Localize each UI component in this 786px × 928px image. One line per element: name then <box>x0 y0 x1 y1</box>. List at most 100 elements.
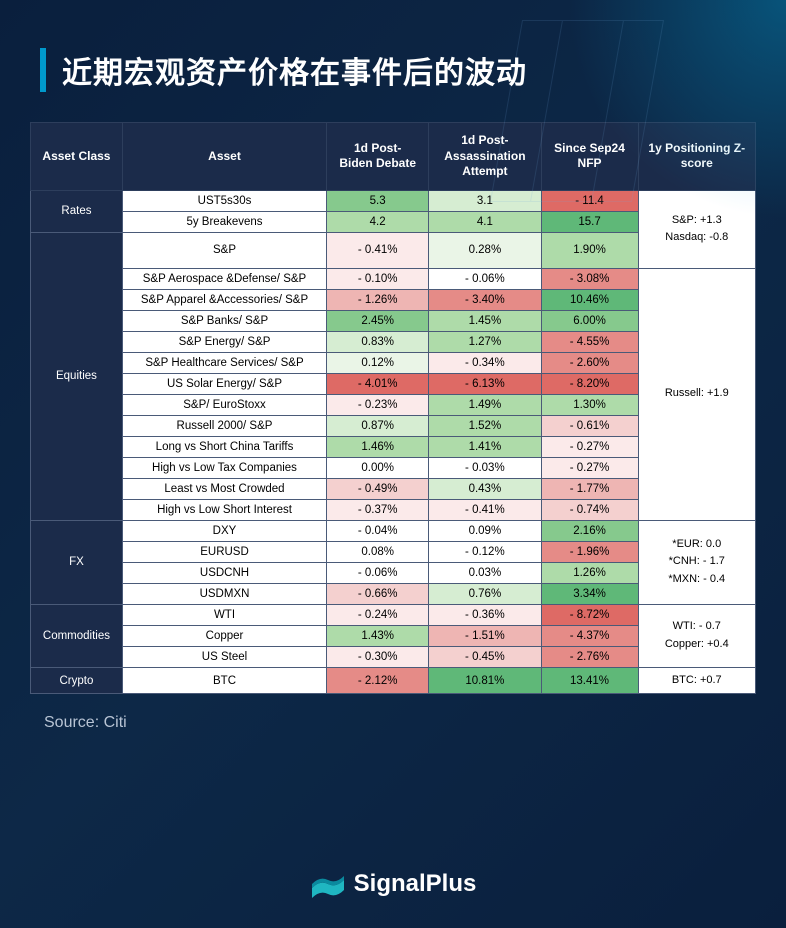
value-cell: - 0.06% <box>327 562 429 583</box>
value-cell: 0.09% <box>429 520 541 541</box>
asset-name-cell: S&P Banks/ S&P <box>122 310 326 331</box>
value-cell: - 0.10% <box>327 268 429 289</box>
value-cell: - 0.61% <box>541 415 638 436</box>
value-cell: - 0.03% <box>429 457 541 478</box>
asset-name-cell: S&P Aerospace &Defense/ S&P <box>122 268 326 289</box>
value-cell: - 0.27% <box>541 436 638 457</box>
asset-name-cell: S&P <box>122 232 326 268</box>
value-cell: - 0.06% <box>429 268 541 289</box>
asset-name-cell: Russell 2000/ S&P <box>122 415 326 436</box>
value-cell: - 0.04% <box>327 520 429 541</box>
value-cell: - 0.23% <box>327 394 429 415</box>
value-cell: 0.76% <box>429 583 541 604</box>
asset-name-cell: Least vs Most Crowded <box>122 478 326 499</box>
value-cell: - 0.30% <box>327 646 429 667</box>
value-cell: - 4.37% <box>541 625 638 646</box>
source-label: Source: Citi <box>44 714 786 732</box>
title-section: 近期宏观资产价格在事件后的波动 <box>0 0 786 112</box>
zscore-cell: BTC: +0.7 <box>638 667 755 694</box>
value-cell: 1.52% <box>429 415 541 436</box>
title-bar: 近期宏观资产价格在事件后的波动 <box>40 48 746 92</box>
value-cell: - 1.77% <box>541 478 638 499</box>
asset-name-cell: USDCNH <box>122 562 326 583</box>
value-cell: - 0.12% <box>429 541 541 562</box>
value-cell: - 0.66% <box>327 583 429 604</box>
asset-name-cell: Long vs Short China Tariffs <box>122 436 326 457</box>
table-row: S&P Aerospace &Defense/ S&P- 0.10%- 0.06… <box>31 268 756 289</box>
value-cell: 0.00% <box>327 457 429 478</box>
value-cell: - 6.13% <box>429 373 541 394</box>
asset-class-cell: FX <box>31 520 123 604</box>
value-cell: 5.3 <box>327 190 429 211</box>
value-cell: - 1.96% <box>541 541 638 562</box>
value-cell: 2.16% <box>541 520 638 541</box>
value-cell: - 1.51% <box>429 625 541 646</box>
value-cell: 1.41% <box>429 436 541 457</box>
value-cell: 0.83% <box>327 331 429 352</box>
value-cell: 1.46% <box>327 436 429 457</box>
asset-name-cell: Copper <box>122 625 326 646</box>
zscore-cell: WTI: - 0.7 Copper: +0.4 <box>638 604 755 667</box>
asset-class-cell: Rates <box>31 190 123 232</box>
value-cell: - 1.26% <box>327 289 429 310</box>
value-cell: - 0.41% <box>327 232 429 268</box>
asset-class-cell: Equities <box>31 232 123 520</box>
value-cell: 6.00% <box>541 310 638 331</box>
value-cell: - 3.40% <box>429 289 541 310</box>
value-cell: 10.46% <box>541 289 638 310</box>
asset-name-cell: High vs Low Tax Companies <box>122 457 326 478</box>
asset-name-cell: DXY <box>122 520 326 541</box>
value-cell: 13.41% <box>541 667 638 694</box>
asset-name-cell: US Solar Energy/ S&P <box>122 373 326 394</box>
table-row: FXDXY- 0.04%0.09%2.16%*EUR: 0.0 *CNH: - … <box>31 520 756 541</box>
value-cell: - 0.74% <box>541 499 638 520</box>
value-cell: - 0.36% <box>429 604 541 625</box>
asset-name-cell: USDMXN <box>122 583 326 604</box>
value-cell: 0.12% <box>327 352 429 373</box>
table-body: RatesUST5s30s5.33.1- 11.4S&P: +1.3 Nasda… <box>31 190 756 694</box>
value-cell: - 8.20% <box>541 373 638 394</box>
page-title: 近期宏观资产价格在事件后的波动 <box>62 48 746 92</box>
value-cell: 3.34% <box>541 583 638 604</box>
value-cell: 10.81% <box>429 667 541 694</box>
asset-name-cell: UST5s30s <box>122 190 326 211</box>
value-cell: - 0.27% <box>541 457 638 478</box>
value-cell: - 4.01% <box>327 373 429 394</box>
table-row: CommoditiesWTI- 0.24%- 0.36%- 8.72%WTI: … <box>31 604 756 625</box>
value-cell: 1.90% <box>541 232 638 268</box>
value-cell: - 0.45% <box>429 646 541 667</box>
value-cell: 0.08% <box>327 541 429 562</box>
value-cell: - 0.24% <box>327 604 429 625</box>
asset-class-cell: Crypto <box>31 667 123 694</box>
table-row: CryptoBTC- 2.12%10.81%13.41%BTC: +0.7 <box>31 667 756 694</box>
value-cell: 2.45% <box>327 310 429 331</box>
value-cell: - 0.37% <box>327 499 429 520</box>
brand-name: SignalPlus <box>354 870 477 898</box>
value-cell: 1.45% <box>429 310 541 331</box>
asset-name-cell: S&P Healthcare Services/ S&P <box>122 352 326 373</box>
value-cell: 0.87% <box>327 415 429 436</box>
value-cell: - 0.34% <box>429 352 541 373</box>
asset-name-cell: High vs Low Short Interest <box>122 499 326 520</box>
col-header: Asset Class <box>31 123 123 191</box>
value-cell: 1.43% <box>327 625 429 646</box>
col-header: Asset <box>122 123 326 191</box>
value-cell: 1.26% <box>541 562 638 583</box>
value-cell: - 0.41% <box>429 499 541 520</box>
value-cell: 4.2 <box>327 211 429 232</box>
value-cell: - 2.60% <box>541 352 638 373</box>
asset-name-cell: 5y Breakevens <box>122 211 326 232</box>
brand-footer: SignalPlus <box>0 870 786 898</box>
value-cell: 0.43% <box>429 478 541 499</box>
asset-class-cell: Commodities <box>31 604 123 667</box>
value-cell: - 0.49% <box>327 478 429 499</box>
value-cell: - 2.12% <box>327 667 429 694</box>
asset-name-cell: S&P Energy/ S&P <box>122 331 326 352</box>
asset-name-cell: S&P/ EuroStoxx <box>122 394 326 415</box>
value-cell: - 4.55% <box>541 331 638 352</box>
value-cell: 1.27% <box>429 331 541 352</box>
asset-name-cell: EURUSD <box>122 541 326 562</box>
asset-name-cell: BTC <box>122 667 326 694</box>
asset-name-cell: US Steel <box>122 646 326 667</box>
value-cell: - 8.72% <box>541 604 638 625</box>
